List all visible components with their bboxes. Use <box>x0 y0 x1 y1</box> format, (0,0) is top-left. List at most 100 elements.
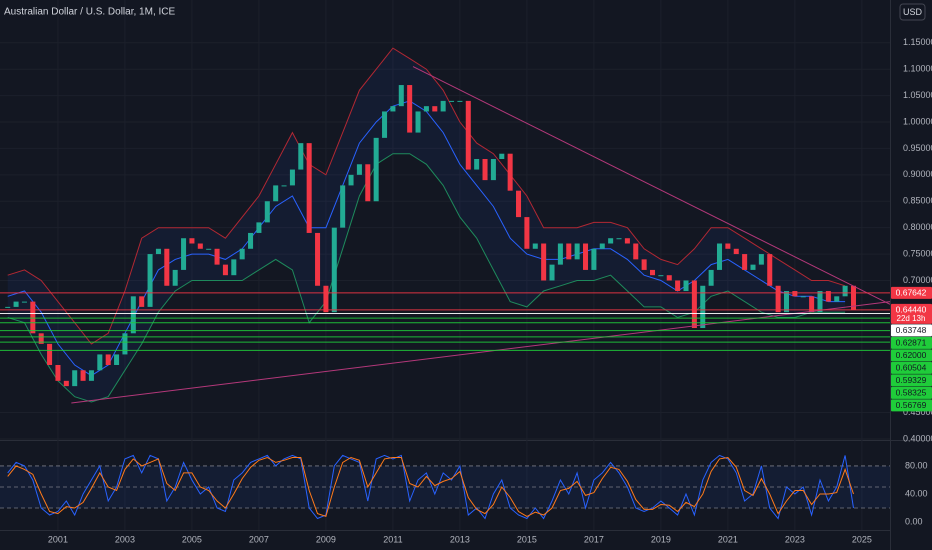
band-lower <box>7 153 846 403</box>
x-tick-label: 2013 <box>450 534 470 544</box>
candle <box>97 354 103 371</box>
candle <box>683 280 689 292</box>
candle <box>273 185 279 202</box>
candle <box>289 169 295 186</box>
candle <box>181 238 187 270</box>
candle <box>13 301 19 307</box>
x-tick-label: 2023 <box>785 534 805 544</box>
candle <box>775 285 781 313</box>
candle <box>474 158 480 170</box>
candle <box>122 333 128 355</box>
candle <box>716 243 723 270</box>
candle <box>222 264 228 276</box>
candle <box>398 85 404 107</box>
candle <box>323 285 329 313</box>
candle <box>407 85 413 133</box>
price-label: 0.64440 <box>896 305 927 315</box>
candle <box>155 248 161 255</box>
candle <box>700 285 706 329</box>
candle <box>47 343 53 365</box>
candle <box>264 201 270 223</box>
candle <box>792 291 798 297</box>
candle <box>331 227 337 313</box>
candle <box>55 364 61 381</box>
candle <box>139 296 145 307</box>
y-tick-label: 40.00 <box>905 488 928 498</box>
price-label: 0.67642 <box>896 288 927 298</box>
chart-title: Australian Dollar / U.S. Dollar, 1M, ICE <box>4 7 175 18</box>
candle <box>239 248 245 260</box>
currency-button[interactable] <box>899 3 926 21</box>
price-label-bg <box>891 374 932 387</box>
candle <box>281 185 287 187</box>
osc-line <box>7 456 854 518</box>
candle <box>130 296 136 334</box>
candle <box>675 280 681 292</box>
price-label: 0.56769 <box>896 400 927 410</box>
candle <box>382 111 388 138</box>
candle <box>725 243 731 249</box>
candle <box>809 296 815 313</box>
candle <box>834 296 840 302</box>
candle <box>147 254 153 307</box>
x-tick-label: 2025 <box>852 534 872 544</box>
candle <box>340 185 346 228</box>
candle <box>248 232 254 249</box>
candle <box>733 248 739 255</box>
currency-label[interactable]: USD <box>903 7 923 17</box>
x-tick-label: 2001 <box>48 534 68 544</box>
candle <box>608 238 614 244</box>
candle <box>842 285 848 297</box>
candle <box>633 243 639 260</box>
candle <box>30 301 36 334</box>
x-tick-label: 2003 <box>115 534 135 544</box>
candle <box>172 269 178 286</box>
price-label-bg <box>891 286 932 299</box>
candle <box>691 280 697 329</box>
candle <box>164 248 170 286</box>
y-tick-label: 80.00 <box>905 460 928 470</box>
band-fill <box>7 48 846 402</box>
candle <box>591 248 597 270</box>
candle <box>415 111 421 133</box>
price-label: 0.59329 <box>896 375 927 385</box>
price-label-bg <box>891 361 932 374</box>
band-basis <box>7 100 846 377</box>
candle <box>658 275 664 277</box>
candle <box>348 174 354 186</box>
candle <box>767 254 773 286</box>
candle <box>574 243 580 260</box>
candle <box>783 291 790 313</box>
candle <box>114 354 120 365</box>
candle <box>72 370 78 387</box>
price-label: 0.62871 <box>896 338 927 348</box>
x-tick-label: 2017 <box>584 534 604 544</box>
candle <box>457 100 463 102</box>
candle <box>599 243 605 249</box>
y-tick-label: 1.10000 <box>903 64 932 74</box>
candle <box>315 232 321 286</box>
price-label: 0.62000 <box>896 350 927 360</box>
candle <box>566 243 572 260</box>
candle <box>423 106 429 112</box>
price-label: 0.60504 <box>896 363 927 373</box>
y-tick-label: 0.00 <box>905 516 923 526</box>
candle <box>758 254 764 265</box>
candle <box>742 254 748 270</box>
candle <box>583 243 589 270</box>
price-label: 0.58325 <box>896 388 927 398</box>
candle <box>557 243 563 265</box>
candle <box>105 354 111 365</box>
y-tick-label: 1.15000 <box>903 37 932 47</box>
osc-line <box>7 454 854 520</box>
candle <box>88 370 94 381</box>
